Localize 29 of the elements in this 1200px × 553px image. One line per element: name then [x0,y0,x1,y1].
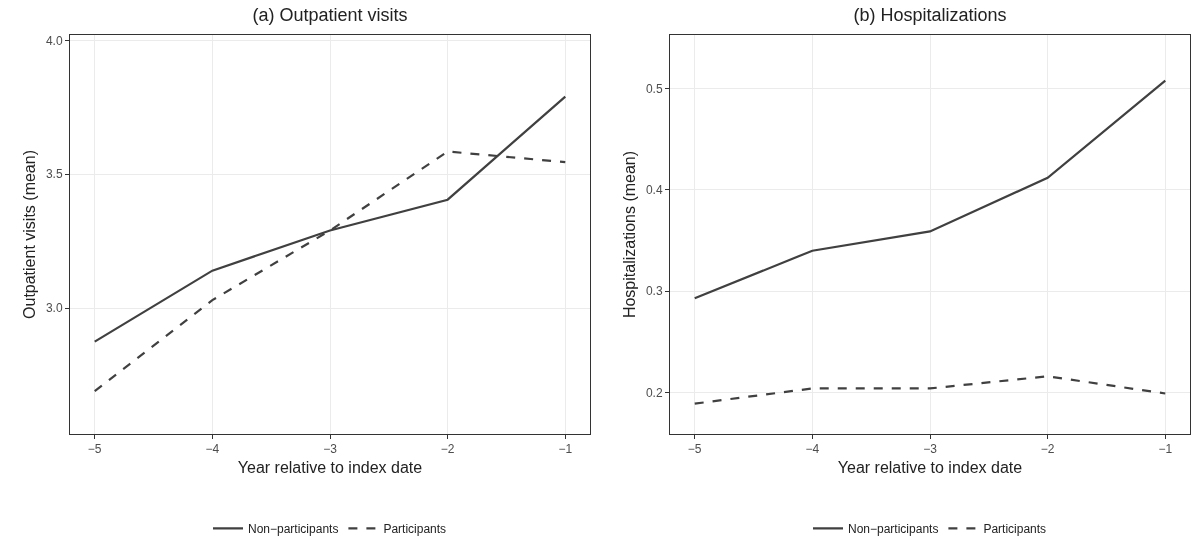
line-series [693,375,1167,405]
y-tick-label: 3.5 [45,167,63,182]
y-tick-label: 0.2 [645,385,663,400]
y-axis-title: Outpatient visits (mean) [20,150,38,319]
x-tick-label: −3 [323,442,338,457]
y-axis-title: Hospitalizations (mean) [620,150,638,319]
y-tick-label: 0.3 [645,284,663,299]
chart-title: (b) Hospitalizations [853,4,1007,25]
x-tick-label: −5 [87,442,102,457]
x-tick-label: −5 [687,442,702,457]
x-tick-label: −4 [205,442,220,457]
x-axis-title: Year relative to index date [837,459,1023,477]
line-series [693,79,1167,300]
legend-label: Non−participants [848,521,939,536]
y-tick-label: 0.5 [645,81,663,96]
y-tick-label: 4.0 [45,33,63,48]
x-tick-label: −2 [1040,442,1055,457]
x-tick-label: −3 [923,442,938,457]
x-axis-title: Year relative to index date [237,459,423,477]
legend-label: Participants [383,521,447,536]
y-tick-label: 3.0 [45,301,63,316]
y-tick-label: 0.4 [645,183,663,198]
x-tick-label: −1 [558,442,573,457]
chart-title: (a) Outpatient visits [252,4,408,25]
x-tick-label: −1 [1158,442,1173,457]
legend-label: Non−participants [248,521,339,536]
x-tick-label: −2 [440,442,455,457]
x-tick-label: −4 [805,442,820,457]
legend-label: Participants [983,521,1047,536]
